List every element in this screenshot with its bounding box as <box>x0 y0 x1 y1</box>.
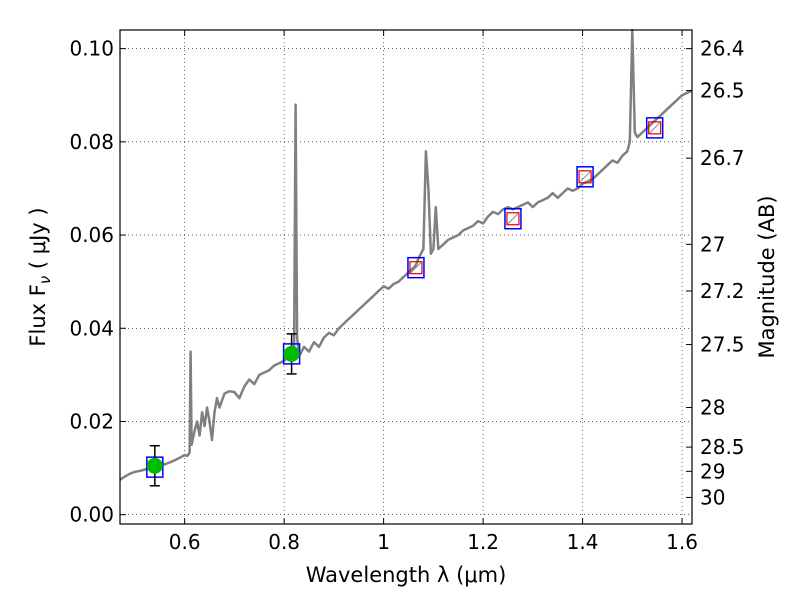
x-tick-label: 1.6 <box>666 530 698 554</box>
model-box <box>504 207 522 230</box>
y-axis-label-main: Flux F <box>26 284 50 346</box>
model-box <box>407 256 425 279</box>
mag-tick-label: 28 <box>700 395 725 419</box>
mag-tick-label: 26.4 <box>700 37 745 61</box>
mag-tick-label: 26.7 <box>700 146 745 170</box>
mag-tick-label: 30 <box>700 485 725 509</box>
x-tick-label: 1.4 <box>567 530 599 554</box>
model-box <box>645 117 664 139</box>
x-tick-label: 1 <box>377 530 390 554</box>
upper-limit-slash <box>579 171 591 183</box>
upper-limit-marker <box>648 121 662 135</box>
mag-tick-label: 27 <box>700 232 725 256</box>
model-box <box>576 166 594 188</box>
detection-point <box>146 457 163 474</box>
data-series <box>119 28 693 487</box>
y-tick-label: 0.02 <box>69 409 114 433</box>
y-tick-label: 0.06 <box>69 223 114 247</box>
y-axis-label-sub: ν <box>36 276 54 284</box>
detection-point <box>283 345 300 362</box>
mag-tick-label: 26.5 <box>700 79 745 103</box>
x-tick-label: 1.2 <box>467 530 499 554</box>
mag-tick-label: 28.5 <box>700 435 745 459</box>
upper-limit-slash <box>410 262 422 274</box>
upper-limit-marker <box>409 261 423 275</box>
y-tick-label: 0.10 <box>69 37 114 61</box>
upper-limit-marker <box>506 212 520 226</box>
mag-tick-label: 29 <box>700 459 725 483</box>
y-axis-label-units: ( μJy ) <box>26 207 50 275</box>
grid <box>120 30 692 524</box>
plot-frame <box>119 29 693 525</box>
plot-background <box>120 30 692 524</box>
mag-tick-label: 27.5 <box>700 333 745 357</box>
upper-limit-slash <box>649 122 661 134</box>
x-axis-label: Wavelength λ (μm) <box>306 563 507 587</box>
y-axis-label: Flux Fν ( μJy ) <box>26 207 54 346</box>
right-axis-label: Magnitude (AB) <box>755 195 779 358</box>
y-tick-label: 0.04 <box>69 316 114 340</box>
x-tick-label: 0.8 <box>268 530 300 554</box>
x-tick-label: 0.6 <box>169 530 201 554</box>
ticks: 0.6 0.8 1 1.2 1.4 1.6 0.00 0.02 0.04 0.06 0.08 0.10… <box>69 30 745 554</box>
mag-tick-label: 27.2 <box>700 279 745 303</box>
upper-limit-slash <box>507 213 519 225</box>
upper-limit-marker <box>578 170 592 184</box>
y-tick-label: 0.00 <box>69 503 114 527</box>
y-tick-label: 0.08 <box>69 130 114 154</box>
